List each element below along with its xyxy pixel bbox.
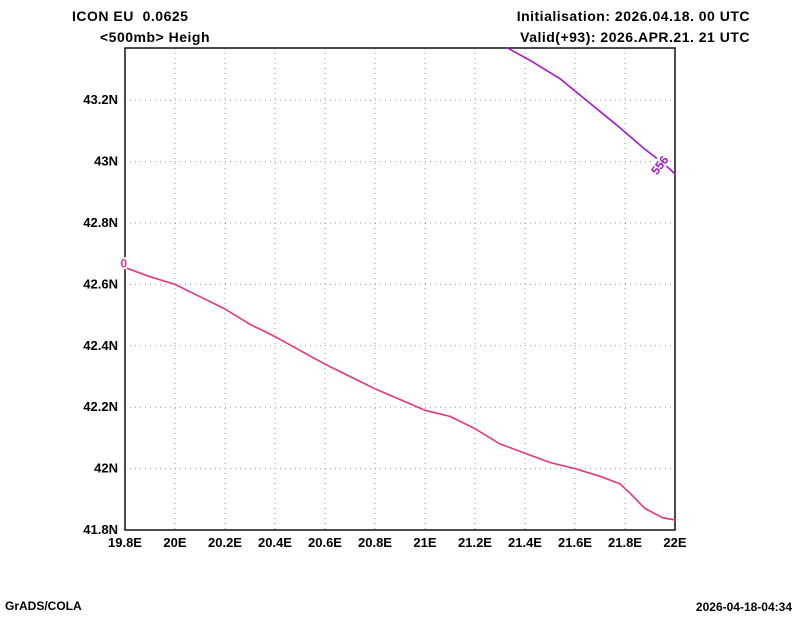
x-tick-label: 20.2E [208,535,242,550]
y-tick-label: 41.8N [83,522,118,537]
creation-timestamp: 2026-04-18-04:34 [695,600,792,614]
contour-label: 0 [120,257,127,271]
contour-label: 556 [648,153,672,178]
contour-line [506,47,676,175]
x-tick-label: 21.2E [458,535,492,550]
y-tick-label: 42.4N [83,338,118,353]
x-tick-label: 20.8E [358,535,392,550]
x-tick-label: 22E [663,535,686,550]
level-title: <500mb> Heigh [100,29,210,45]
x-tick-label: 20E [163,535,186,550]
y-tick-label: 42N [94,461,118,476]
y-tick-label: 42.2N [83,399,118,414]
plot-border [124,47,676,531]
y-tick-label: 42.8N [83,215,118,230]
x-tick-label: 20.4E [258,535,292,550]
grads-credit: GrADS/COLA [5,599,82,613]
x-tick-label: 20.6E [308,535,342,550]
x-tick-label: 19.8E [108,535,142,550]
x-tick-label: 21.4E [508,535,542,550]
x-tick-label: 21.8E [608,535,642,550]
y-tick-label: 42.6N [83,276,118,291]
contour-line [124,266,676,521]
valid-time: Valid(+93): 2026.APR.21. 21 UTC [520,29,750,45]
initialisation-time: Initialisation: 2026.04.18. 00 UTC [516,8,750,24]
model-title: ICON EU 0.0625 [72,8,189,24]
x-tick-label: 21.6E [558,535,592,550]
y-tick-label: 43N [94,154,118,169]
x-tick-label: 21E [413,535,436,550]
y-tick-label: 43.2N [83,92,118,107]
